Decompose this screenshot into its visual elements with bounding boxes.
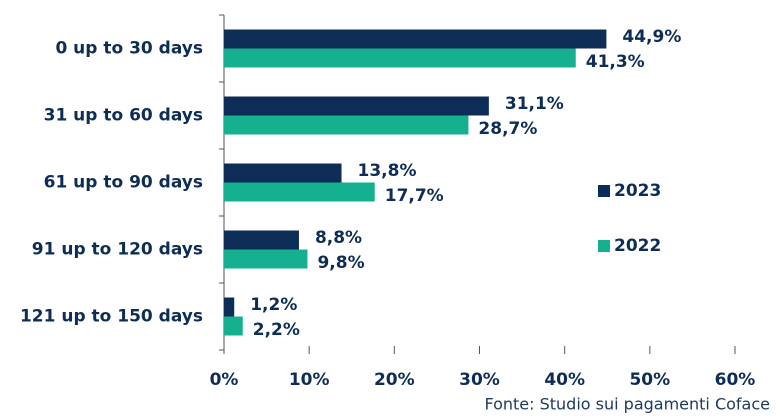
x-tick-label: 40%: [544, 370, 585, 390]
bar: [224, 182, 375, 202]
y-tick-label: 121 up to 150 days: [20, 307, 203, 327]
legend-label: 2022: [614, 236, 661, 256]
value-label: 41,3%: [586, 52, 645, 72]
x-tick-label: 10%: [289, 370, 330, 390]
bar: [224, 115, 469, 135]
value-label: 1,2%: [250, 295, 297, 315]
x-tick-label: 20%: [374, 370, 415, 390]
bar: [224, 249, 308, 269]
bar: [224, 48, 576, 68]
bar: [224, 29, 607, 49]
y-tick-label: 91 up to 120 days: [32, 240, 203, 260]
legend-swatch: [598, 240, 610, 252]
bar: [224, 96, 489, 116]
y-tick-label: 0 up to 30 days: [55, 39, 203, 59]
value-label: 8,8%: [315, 228, 362, 248]
y-tick-label: 61 up to 90 days: [44, 173, 203, 193]
value-label: 44,9%: [622, 27, 681, 47]
value-label: 9,8%: [317, 253, 364, 273]
x-tick-label: 0%: [210, 370, 239, 390]
source: Fonte: Studio sui pagamenti Coface: [484, 395, 770, 414]
value-label: 2,2%: [253, 320, 300, 340]
x-tick-label: 60%: [715, 370, 756, 390]
value-label: 13,8%: [358, 161, 417, 181]
x-tick-label: 30%: [459, 370, 500, 390]
y-tick-label: 31 up to 60 days: [44, 106, 203, 126]
legend-label: 2023: [614, 181, 661, 201]
bar: [224, 316, 243, 336]
legend-swatch: [598, 185, 610, 197]
bar: [224, 297, 235, 317]
value-label: 31,1%: [505, 94, 564, 114]
value-label: 17,7%: [385, 186, 444, 206]
x-tick-label: 50%: [629, 370, 670, 390]
bar: [224, 230, 299, 250]
value-label: 28,7%: [478, 119, 537, 139]
bar: [224, 163, 342, 183]
